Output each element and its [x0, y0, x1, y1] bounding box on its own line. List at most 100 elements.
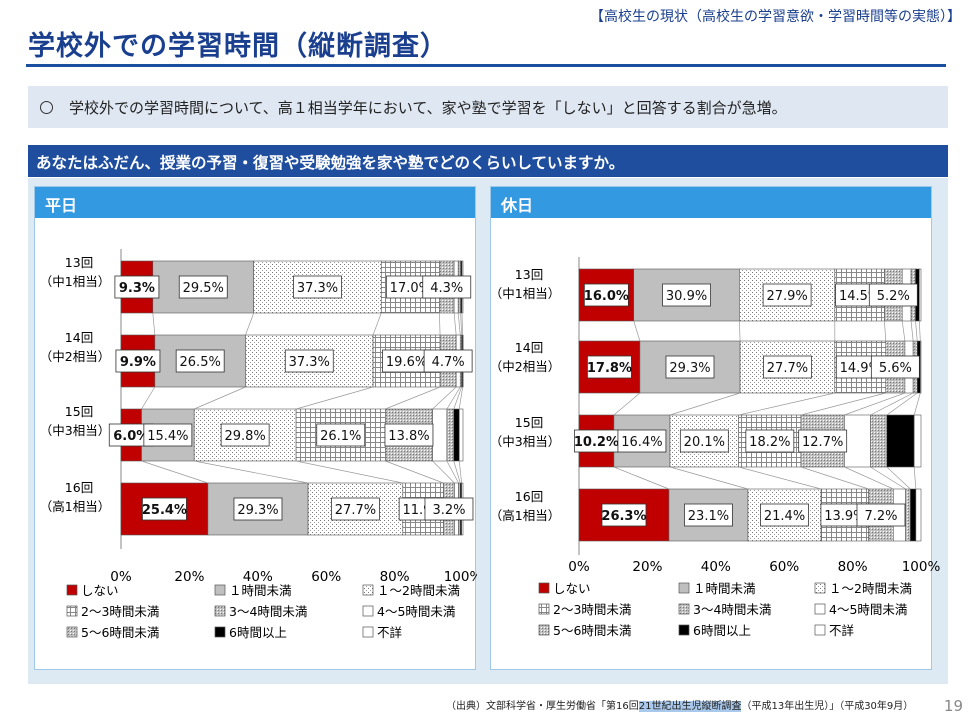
x-tick-label: 60% — [311, 569, 341, 585]
connector-0-1 — [739, 320, 741, 342]
data-label-text: 16.4% — [621, 435, 662, 450]
data-label-text: 13.9% — [824, 509, 865, 524]
source-note: （出典）文部科学省・厚生労働省「第16回21世紀出生児縦断調査（平成13年出生児… — [446, 697, 913, 712]
x-tick-label: 20% — [174, 569, 204, 585]
svg-text:（中2相当）: （中2相当） — [40, 349, 110, 364]
connector-1-7 — [913, 392, 921, 416]
data-label-text: 7.2% — [864, 509, 897, 524]
holiday-panel: 休日 16.0% 30.9% 27.9% 14.5% 5.2% 17.8% 29.3% 27.… — [490, 186, 940, 670]
data-label-text: 37.3% — [289, 355, 330, 370]
connector-2-1 — [194, 460, 309, 484]
data-label-text: 17.0% — [390, 281, 431, 296]
bar-2-7 — [453, 408, 460, 462]
bar-2-5 — [432, 408, 448, 462]
connector-0-2 — [372, 312, 382, 336]
category-label-1: 14回 （中2相当） — [491, 340, 560, 374]
connector-1-0 — [613, 392, 641, 416]
data-label-text: 26.5% — [180, 355, 221, 370]
data-label-1-4: 5.6% — [870, 355, 920, 379]
connector-2-6 — [453, 460, 461, 484]
data-label-text: 30.9% — [666, 289, 707, 304]
connector-1-7 — [458, 386, 464, 410]
source-post: （平成13年出生児）」（平成30年9月） — [741, 701, 914, 712]
connector-2-7 — [458, 460, 462, 484]
connector-2-2 — [296, 460, 403, 484]
data-label-3-1: 29.3% — [233, 497, 283, 521]
connector-1-6 — [886, 392, 918, 416]
data-label-0-4: 4.3% — [422, 275, 472, 299]
data-label-3-4: 7.2% — [856, 503, 906, 527]
bar-1-8 — [920, 340, 922, 394]
svg-text:15回: 15回 — [515, 415, 543, 430]
data-label-2-1: 16.4% — [617, 429, 667, 453]
connector-1-5 — [446, 386, 461, 410]
data-label-3-1: 23.1% — [684, 503, 733, 527]
svg-text:不詳: 不詳 — [829, 623, 854, 638]
data-label-0-1: 30.9% — [662, 283, 711, 307]
data-label-text: 9.3% — [119, 281, 155, 296]
connector-0-5 — [910, 320, 914, 342]
data-label-0-2: 27.9% — [762, 283, 812, 307]
bar-2-8 — [913, 414, 922, 468]
legend-item-8: 不詳 — [814, 623, 854, 638]
svg-text:15回: 15回 — [65, 404, 93, 419]
connector-0-4 — [901, 320, 906, 342]
bar-2-5 — [844, 414, 871, 468]
weekday-chart: 9.3% 29.5% 37.3% 17.0% 4.3% 9.9% 26.5% 37.3% 19.… — [40, 249, 477, 640]
data-label-text: 29.5% — [183, 281, 224, 296]
connector-2-2 — [738, 466, 822, 490]
legend-item-5: 4～5時間未満 — [362, 604, 455, 619]
svg-text:１時間未満: １時間未満 — [693, 581, 756, 596]
category-label-1: 14回 （中2相当） — [40, 330, 110, 364]
connector-2-7 — [913, 466, 917, 490]
holiday-chart: 16.0% 30.9% 27.9% 14.5%5.2%17.8% 29.3% 27.7% 1… — [491, 257, 940, 638]
legend-item-0: しない — [538, 581, 591, 596]
source-highlight: 21世紀出生児縦断調査 — [638, 701, 742, 712]
data-label-3-0: 25.4% — [142, 497, 187, 521]
category-label-2: 15回 （中3相当） — [491, 415, 560, 449]
legend-item-0: しない — [66, 583, 119, 598]
data-label-1-0: 9.9% — [115, 349, 161, 373]
bar-2-8 — [458, 408, 464, 462]
data-label-text: 4.3% — [430, 281, 463, 296]
category-label-0: 13回 （中1相当） — [491, 267, 560, 301]
svg-text:3～4時間未満: 3～4時間未満 — [229, 604, 307, 619]
legend-item-6: 5～6時間未満 — [66, 625, 159, 640]
data-label-text: 19.6% — [386, 355, 427, 370]
connector-1-2 — [738, 392, 835, 416]
svg-text:13回: 13回 — [515, 267, 543, 282]
connector-0-6 — [915, 320, 918, 342]
connector-2-3 — [385, 460, 444, 484]
connector-0-7 — [918, 320, 921, 342]
data-label-text: 25.4% — [142, 503, 187, 518]
legend-item-6: 5～6時間未満 — [538, 623, 631, 638]
svg-text:14回: 14回 — [515, 340, 543, 355]
source-pre: （出典）文部科学省・厚生労働省「第16回 — [446, 701, 639, 712]
data-label-2-2: 29.8% — [220, 423, 270, 447]
connector-0-3 — [884, 320, 887, 342]
connector-1-4 — [432, 386, 457, 410]
holiday-panel-title: 休日 — [491, 187, 931, 218]
data-label-text: 10.2% — [574, 435, 619, 450]
summary-text: 学校外での学習時間について、高１相当学年において、家や塾で学習を「しない」と回答… — [69, 99, 787, 117]
connector-1-1 — [669, 392, 741, 416]
legend-item-1: １時間未満 — [678, 581, 756, 596]
data-label-text: 5.6% — [879, 361, 912, 376]
data-label-text: 9.9% — [120, 355, 156, 370]
data-label-3-0: 26.3% — [601, 503, 647, 527]
data-label-1-1: 29.3% — [665, 355, 715, 379]
svg-text:13回: 13回 — [65, 255, 93, 270]
weekday-panel: 平日 9.3% 29.5% 37.3% 17.0% 4.3% 9.9% 26.5% 37.3%… — [34, 186, 477, 670]
connector-1-0 — [141, 386, 156, 410]
legend-item-7: 6時間以上 — [678, 623, 751, 638]
svg-text:（高1相当）: （高1相当） — [40, 499, 110, 514]
connector-0-6 — [460, 312, 462, 336]
connector-1-2 — [296, 386, 374, 410]
connector-0-0 — [633, 320, 641, 342]
data-label-text: 18.2% — [749, 435, 790, 450]
legend-item-3: 2～3時間未満 — [538, 602, 631, 617]
svg-text:6時間以上: 6時間以上 — [229, 625, 287, 640]
survey-question: あなたはふだん、授業の予習・復習や受験勉強を家や塾でどのくらいしていますか。 — [28, 145, 948, 177]
connector-1-1 — [194, 386, 246, 410]
data-label-2-3: 18.2% — [745, 429, 795, 453]
